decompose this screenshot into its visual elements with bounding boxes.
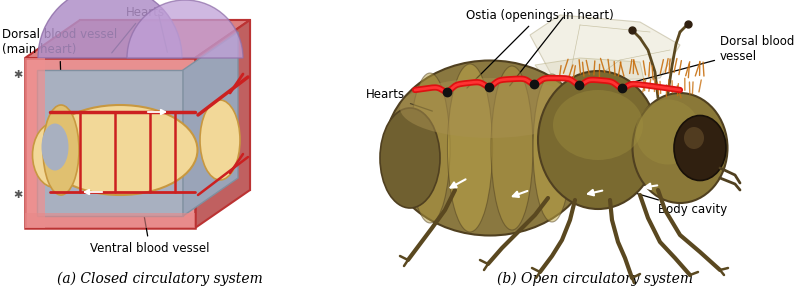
Wedge shape bbox=[127, 0, 243, 58]
Ellipse shape bbox=[447, 64, 493, 232]
Polygon shape bbox=[530, 15, 680, 100]
Text: ✱: ✱ bbox=[14, 70, 22, 80]
Ellipse shape bbox=[42, 124, 69, 171]
Ellipse shape bbox=[635, 99, 701, 165]
Text: (b) Open circulatory system: (b) Open circulatory system bbox=[497, 272, 693, 286]
Text: Ostia (openings in heart): Ostia (openings in heart) bbox=[466, 9, 614, 88]
Ellipse shape bbox=[633, 93, 727, 203]
Polygon shape bbox=[80, 20, 250, 190]
Text: Hearts: Hearts bbox=[366, 88, 432, 111]
Ellipse shape bbox=[553, 90, 643, 160]
Text: (a) Closed circulatory system: (a) Closed circulatory system bbox=[57, 272, 263, 286]
Ellipse shape bbox=[410, 73, 450, 223]
Polygon shape bbox=[25, 20, 250, 58]
Text: Hearts: Hearts bbox=[112, 6, 165, 53]
Text: Dorsal blood vessel
(main heart): Dorsal blood vessel (main heart) bbox=[2, 28, 118, 109]
Ellipse shape bbox=[574, 88, 602, 208]
Polygon shape bbox=[195, 20, 250, 228]
Polygon shape bbox=[25, 58, 45, 228]
Ellipse shape bbox=[674, 116, 726, 181]
Ellipse shape bbox=[42, 105, 198, 195]
Text: Ventral blood vessel: Ventral blood vessel bbox=[90, 195, 210, 255]
Text: ✱: ✱ bbox=[14, 190, 22, 200]
Ellipse shape bbox=[200, 100, 240, 180]
Ellipse shape bbox=[533, 74, 571, 222]
Text: Body cavity: Body cavity bbox=[621, 189, 727, 217]
Text: Dorsal blood
vessel: Dorsal blood vessel bbox=[633, 35, 794, 82]
Polygon shape bbox=[25, 213, 195, 228]
Ellipse shape bbox=[43, 105, 79, 195]
Ellipse shape bbox=[400, 78, 580, 138]
Ellipse shape bbox=[491, 66, 533, 230]
Wedge shape bbox=[38, 0, 182, 58]
Polygon shape bbox=[37, 70, 183, 216]
Ellipse shape bbox=[380, 108, 440, 208]
Polygon shape bbox=[183, 32, 238, 216]
Ellipse shape bbox=[33, 122, 78, 188]
Ellipse shape bbox=[684, 127, 704, 149]
Polygon shape bbox=[535, 58, 645, 105]
Ellipse shape bbox=[538, 71, 658, 209]
Ellipse shape bbox=[385, 60, 595, 235]
Polygon shape bbox=[25, 58, 195, 228]
